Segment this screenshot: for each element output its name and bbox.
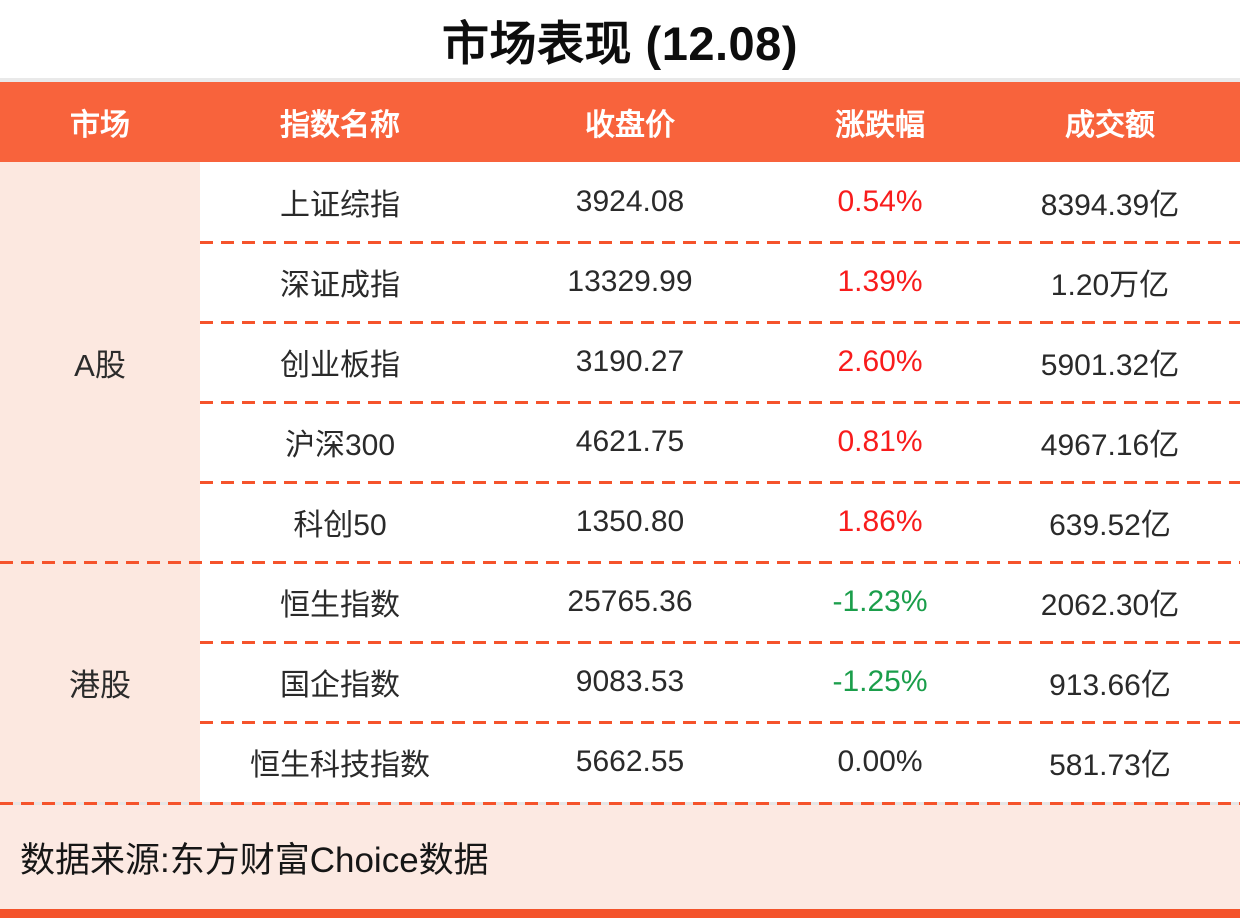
index-name: 科创50: [293, 509, 387, 542]
change-pct: 0.81%: [837, 425, 923, 458]
change-pct: -1.25%: [832, 665, 928, 698]
index-name: 深证成指: [280, 269, 400, 302]
turnover: 581.73亿: [1049, 749, 1171, 782]
index-name: 沪深300: [284, 429, 396, 462]
data-source-label: 数据来源:东方财富Choice数据: [20, 840, 489, 880]
market-group-a-shares: A股: [0, 162, 200, 562]
index-name: 恒生指数: [280, 589, 400, 622]
footer: 数据来源:东方财富Choice数据: [0, 805, 1240, 909]
index-name: 恒生科技指数: [250, 749, 430, 782]
index-name: 国企指数: [280, 669, 400, 702]
close-price: 1350.80: [575, 505, 685, 538]
table-body: A股 上证综指 3924.08 0.54% 8394.39亿 深证成指 1332…: [0, 162, 1240, 802]
close-price: 5662.55: [575, 745, 685, 778]
table-header-row: 市场 指数名称 收盘价 涨跌幅 成交额: [0, 82, 1240, 162]
change-pct: 2.60%: [837, 345, 923, 378]
column-header-turnover: 成交额: [1065, 109, 1155, 142]
turnover: 913.66亿: [1049, 669, 1171, 702]
footer-divider: [0, 802, 1240, 805]
bottom-accent-bar: [0, 909, 1240, 918]
column-header-change: 涨跌幅: [835, 109, 925, 142]
turnover: 8394.39亿: [1040, 189, 1180, 222]
change-pct: -1.23%: [832, 585, 928, 618]
market-group-hk-shares: 港股: [0, 562, 200, 802]
close-price: 13329.99: [567, 265, 693, 298]
close-price: 9083.53: [575, 665, 685, 698]
index-name: 上证综指: [280, 189, 400, 222]
turnover: 4967.16亿: [1040, 429, 1180, 462]
change-pct: 0.00%: [837, 745, 923, 778]
column-header-index-name: 指数名称: [280, 109, 400, 142]
index-name: 创业板指: [280, 349, 400, 382]
change-pct: 1.39%: [837, 265, 923, 298]
change-pct: 1.86%: [837, 505, 923, 538]
close-price: 3924.08: [575, 185, 685, 218]
column-header-close: 收盘价: [585, 109, 675, 142]
close-price: 25765.36: [567, 585, 693, 618]
page-title: 市场表现 (12.08): [442, 16, 798, 70]
change-pct: 0.54%: [837, 185, 923, 218]
close-price: 3190.27: [575, 345, 685, 378]
close-price: 4621.75: [575, 425, 685, 458]
title-bar: 市场表现 (12.08): [0, 0, 1240, 78]
turnover: 1.20万亿: [1050, 269, 1170, 302]
header-top-divider: [0, 78, 1240, 82]
turnover: 2062.30亿: [1040, 589, 1180, 622]
column-header-market: 市场: [70, 109, 130, 142]
turnover: 639.52亿: [1049, 509, 1171, 542]
turnover: 5901.32亿: [1040, 349, 1180, 382]
